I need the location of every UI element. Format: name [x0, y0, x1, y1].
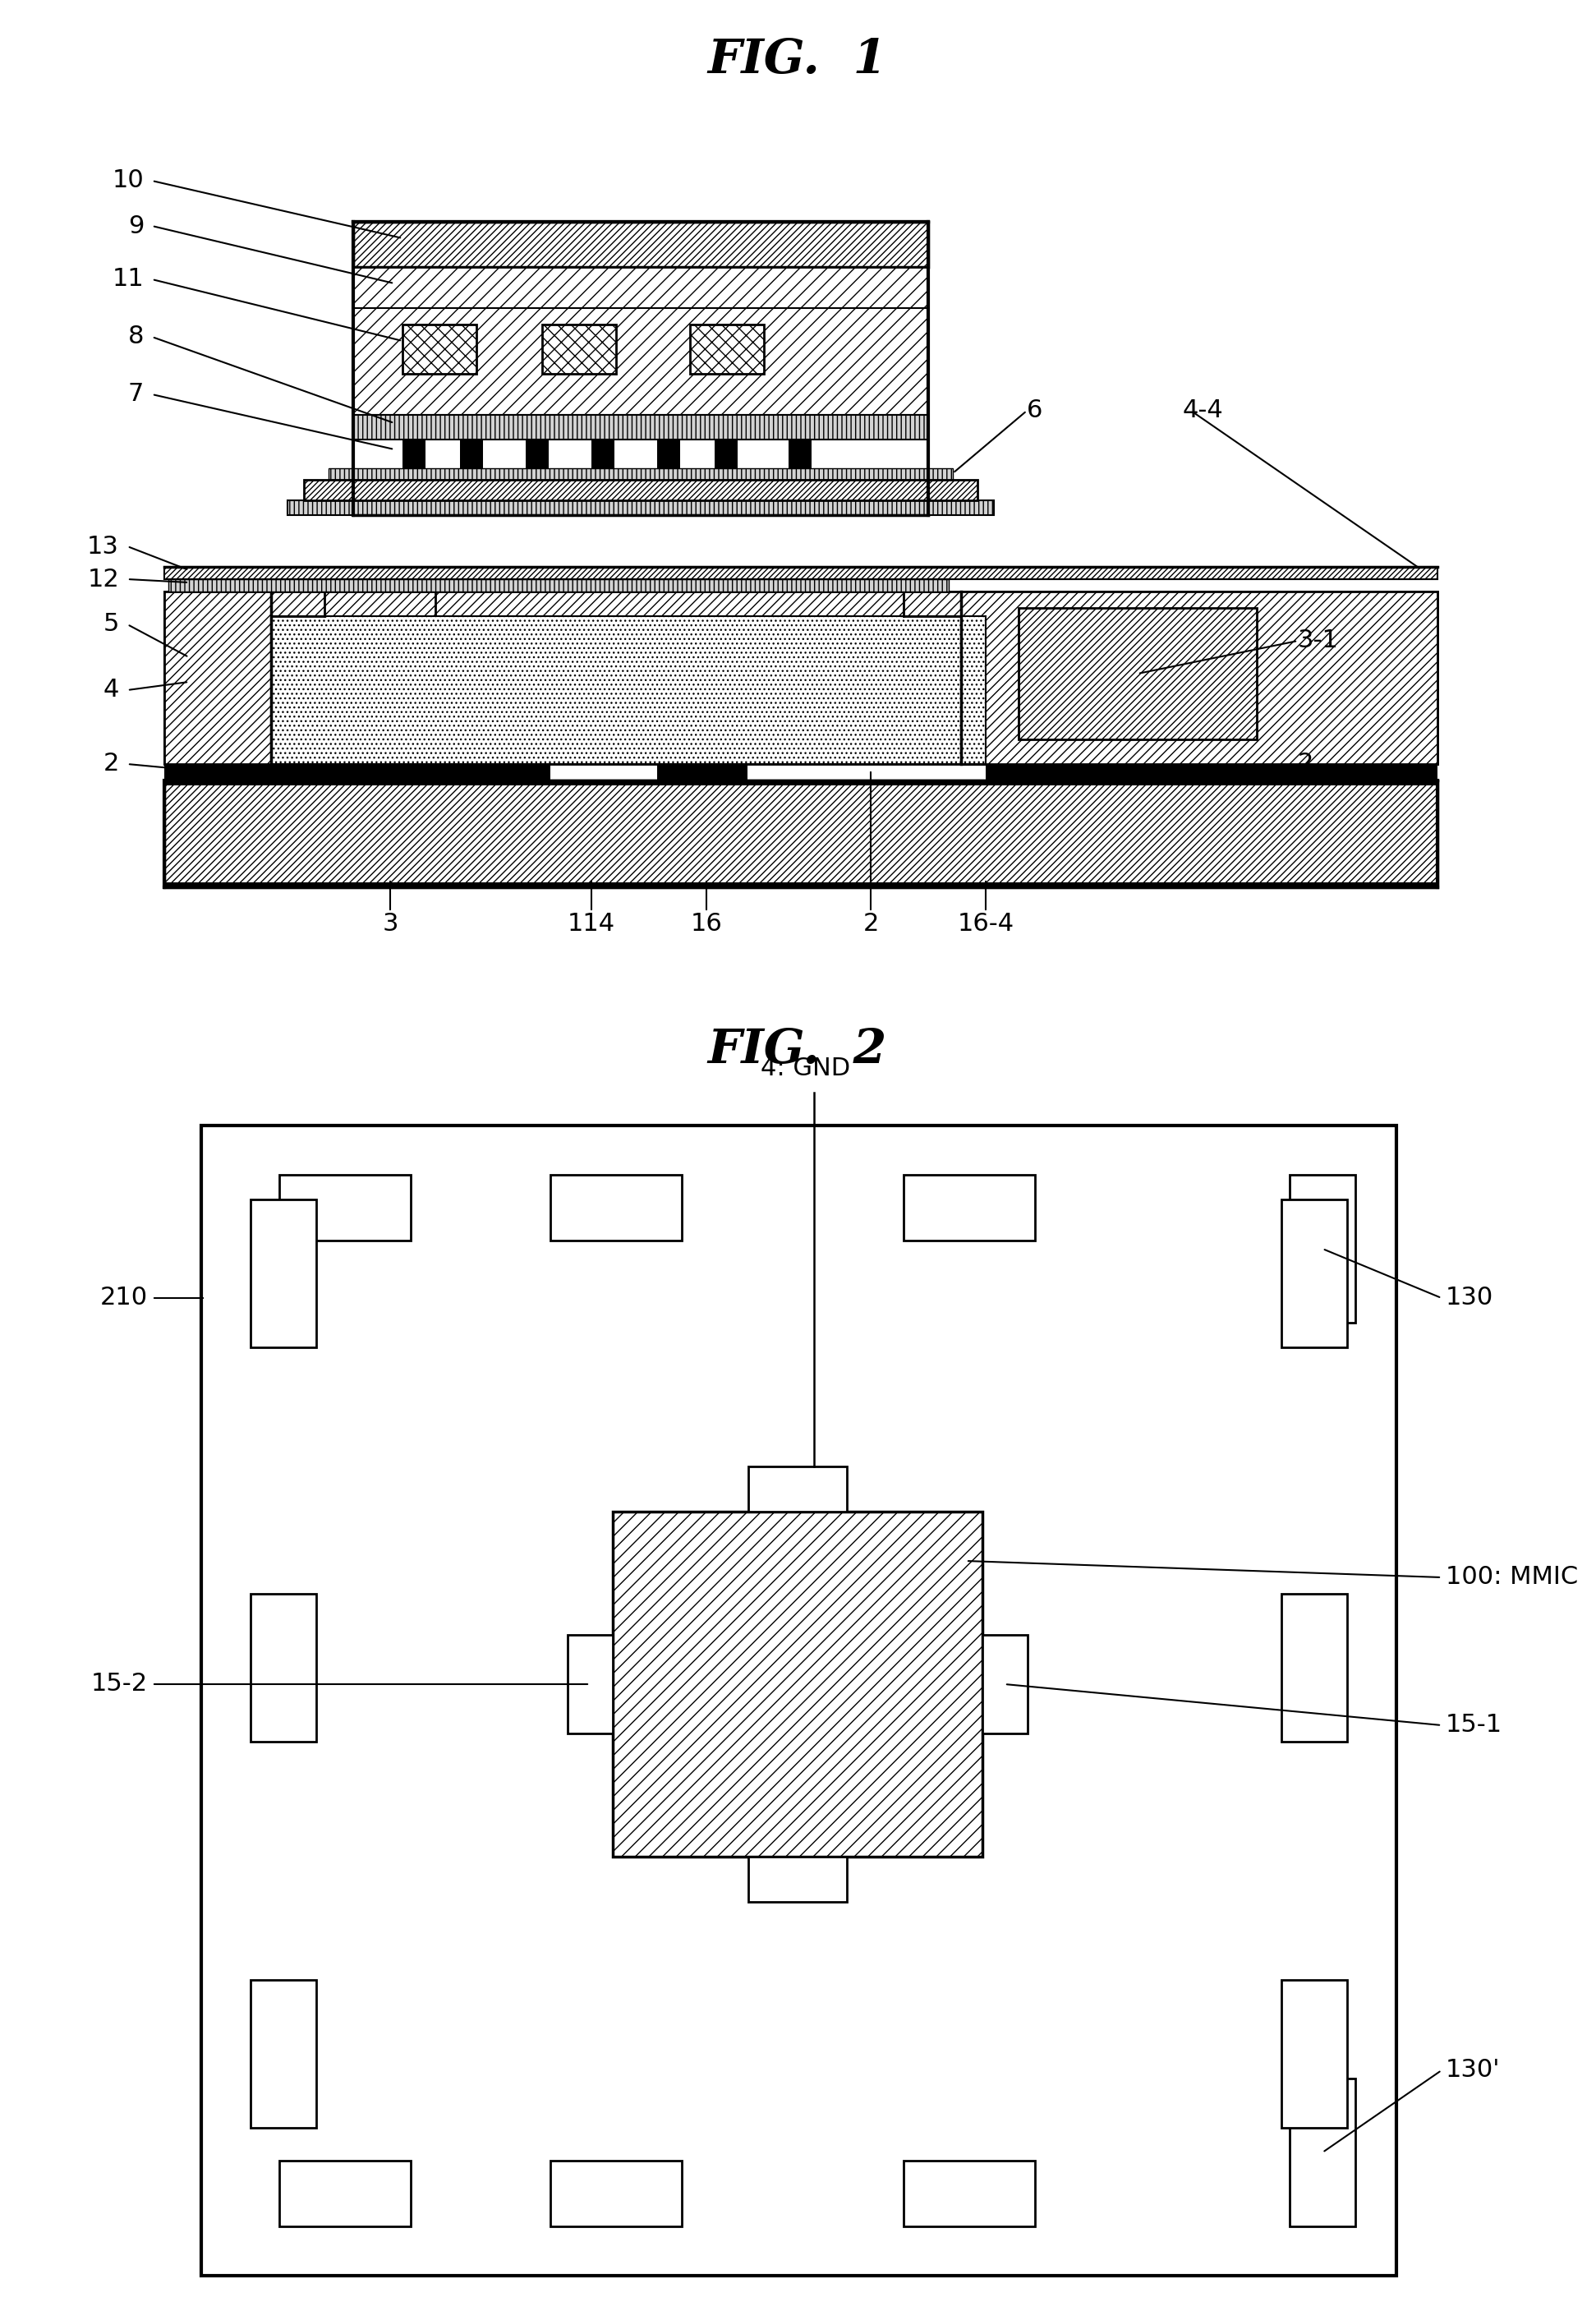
Bar — [303, 481, 977, 499]
Bar — [353, 307, 929, 416]
Bar — [788, 439, 811, 469]
Bar — [329, 469, 953, 481]
Bar — [568, 1634, 613, 1733]
Bar — [271, 617, 986, 765]
Text: 3: 3 — [381, 913, 397, 936]
Bar — [164, 781, 1438, 887]
Bar — [1018, 608, 1256, 740]
Bar — [402, 439, 426, 469]
Text: 4: 4 — [104, 677, 120, 703]
Text: 130: 130 — [1446, 1287, 1494, 1310]
Bar — [164, 592, 436, 765]
Bar — [613, 1511, 983, 1856]
Bar — [164, 883, 1438, 887]
Text: 6: 6 — [1026, 400, 1042, 423]
Text: 2: 2 — [104, 751, 120, 776]
Bar — [903, 2161, 1034, 2225]
Bar — [551, 2161, 681, 2225]
Text: 5: 5 — [104, 612, 120, 636]
Bar — [279, 1174, 410, 1241]
Bar — [658, 439, 680, 469]
Bar — [658, 765, 747, 781]
Bar — [749, 1856, 847, 1902]
Text: 12: 12 — [88, 566, 120, 592]
Bar — [251, 1595, 316, 1742]
Bar — [689, 324, 764, 374]
Bar — [1282, 1199, 1347, 1347]
Bar — [402, 324, 477, 374]
Bar — [251, 1199, 316, 1347]
Text: 2: 2 — [1298, 751, 1314, 776]
Text: 10: 10 — [112, 169, 144, 192]
Text: 9: 9 — [128, 215, 144, 238]
Text: FIG.  2: FIG. 2 — [709, 1026, 887, 1072]
Bar — [164, 566, 1438, 580]
Bar — [1282, 1595, 1347, 1742]
Bar — [353, 222, 929, 268]
Bar — [961, 592, 1438, 765]
Text: 16: 16 — [691, 913, 723, 936]
Text: 15-1: 15-1 — [1446, 1712, 1502, 1738]
Text: 130': 130' — [1446, 2059, 1500, 2082]
Bar — [592, 439, 614, 469]
Text: 3-1: 3-1 — [1298, 629, 1339, 652]
Bar — [353, 416, 929, 439]
Text: FIG.  1: FIG. 1 — [709, 37, 887, 83]
Bar — [749, 1467, 847, 1511]
Bar — [169, 580, 948, 592]
Bar — [551, 1174, 681, 1241]
Text: 7: 7 — [128, 381, 144, 407]
Text: 8: 8 — [128, 326, 144, 349]
Text: 2: 2 — [863, 913, 879, 936]
Text: 15-2: 15-2 — [91, 1673, 148, 1696]
Bar — [1290, 2078, 1355, 2225]
Bar — [460, 439, 484, 469]
Bar — [1290, 1174, 1355, 1322]
Bar — [452, 765, 551, 781]
Bar — [543, 324, 616, 374]
Bar — [164, 592, 1438, 765]
Bar — [287, 499, 994, 515]
Text: 210: 210 — [101, 1287, 148, 1310]
Bar — [715, 439, 737, 469]
Bar — [525, 439, 549, 469]
Text: 16-4: 16-4 — [958, 913, 1013, 936]
Bar — [164, 765, 452, 781]
Bar — [903, 1174, 1034, 1241]
Bar — [983, 1634, 1028, 1733]
Text: 4: GND: 4: GND — [761, 1056, 851, 1079]
Bar — [986, 765, 1438, 781]
Text: 4-4: 4-4 — [1183, 400, 1224, 423]
Text: 100: MMIC: 100: MMIC — [1446, 1565, 1578, 1590]
Text: 114: 114 — [568, 913, 616, 936]
Bar — [279, 2161, 410, 2225]
Bar — [164, 781, 1438, 786]
Bar — [251, 1981, 316, 2128]
Bar — [201, 1125, 1396, 2276]
Text: 13: 13 — [88, 534, 120, 559]
Text: 11: 11 — [112, 268, 144, 291]
Bar — [353, 268, 929, 307]
Bar — [1282, 1981, 1347, 2128]
